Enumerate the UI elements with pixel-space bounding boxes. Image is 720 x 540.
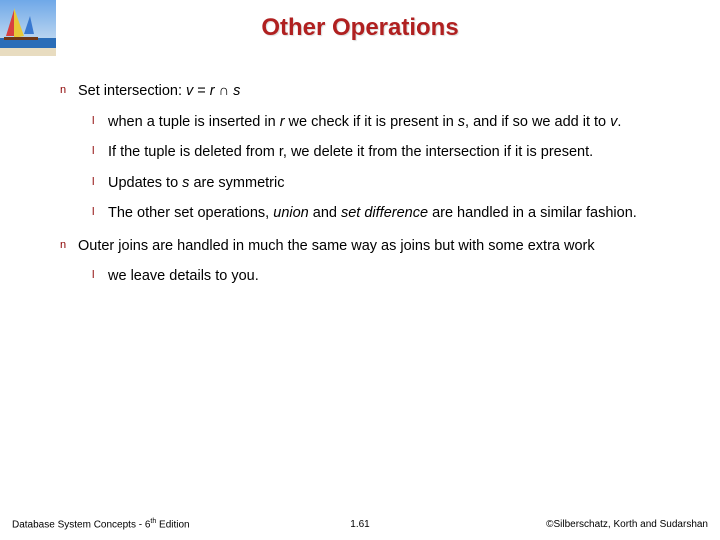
sub-bullet: l If the tuple is deleted from r, we del… [108, 143, 692, 162]
slide-title: Other Operations [0, 0, 720, 66]
footer-copyright: ©Silberschatz, Korth and Sudarshan [546, 519, 708, 530]
sub-bullet: l when a tuple is inserted in r we check… [108, 113, 692, 132]
text: Set intersection: v = r ∩ s [78, 83, 240, 99]
bullet-marker: l [92, 144, 94, 158]
text: when a tuple is inserted in r we check i… [108, 114, 621, 130]
sub-bullet: l Updates to s are symmetric [108, 174, 692, 193]
slide-body: n Set intersection: v = r ∩ s l when a t… [78, 82, 692, 300]
bullet-marker: n [60, 238, 66, 252]
text: Outer joins are handled in much the same… [78, 238, 595, 254]
bullet-marker: l [92, 205, 94, 219]
sub-bullet: l we leave details to you. [108, 267, 692, 286]
bullet-marker: n [60, 83, 66, 97]
bullet-set-intersection: n Set intersection: v = r ∩ s l when a t… [78, 82, 692, 223]
bullet-marker: l [92, 268, 94, 282]
bullet-marker: l [92, 175, 94, 189]
footer-left: Database System Concepts - 6th Edition [12, 518, 190, 530]
footer-page-number: 1.61 [350, 519, 369, 530]
text: Updates to s are symmetric [108, 175, 285, 191]
sub-bullet: l The other set operations, union and se… [108, 204, 692, 223]
text: If the tuple is deleted from r, we delet… [108, 144, 593, 160]
text: we leave details to you. [108, 268, 259, 284]
bullet-marker: l [92, 114, 94, 128]
bullet-outer-joins: n Outer joins are handled in much the sa… [78, 237, 692, 286]
sailboat-logo [0, 0, 56, 56]
text: The other set operations, union and set … [108, 205, 637, 221]
